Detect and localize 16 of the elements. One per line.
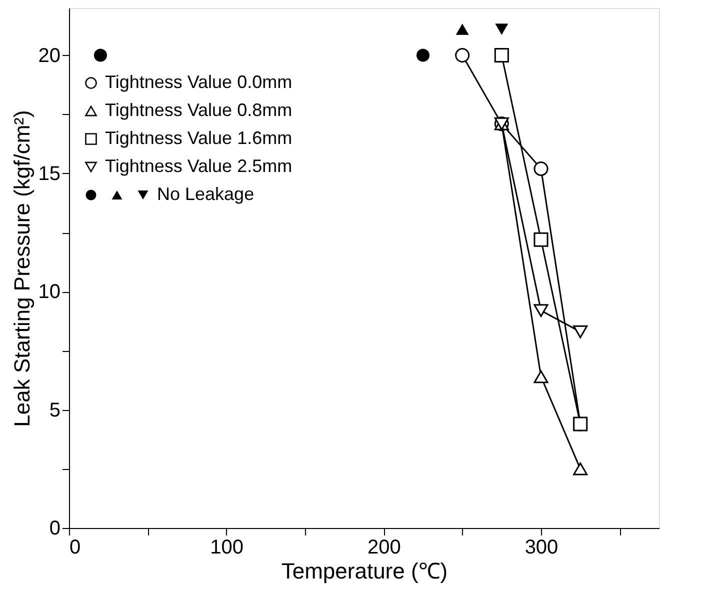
- y-tick-label: 10: [38, 281, 60, 304]
- x-tick-label: 200: [367, 536, 401, 558]
- x-tick-label: 300: [524, 536, 558, 558]
- legend-label: Tightness Value 1.6mm: [105, 128, 292, 148]
- x-tick-label: 0: [70, 536, 81, 558]
- x-tick-label: 100: [210, 536, 244, 558]
- x-axis-title: Temperature (℃): [281, 558, 448, 584]
- y-tick-label: 15: [38, 162, 60, 185]
- y-axis-title: Leak Starting Pressure (kgf/cm²): [9, 110, 34, 427]
- legend-label: Tightness Value 0.8mm: [105, 100, 292, 120]
- y-tick-label: 0: [49, 518, 60, 540]
- y-tick-label: 5: [49, 399, 60, 422]
- y-tick-label: 20: [38, 44, 60, 67]
- legend-label: Tightness Value 2.5mm: [105, 156, 292, 176]
- legend-label: No Leakage: [157, 184, 254, 204]
- legend-label: Tightness Value 0.0mm: [105, 72, 292, 92]
